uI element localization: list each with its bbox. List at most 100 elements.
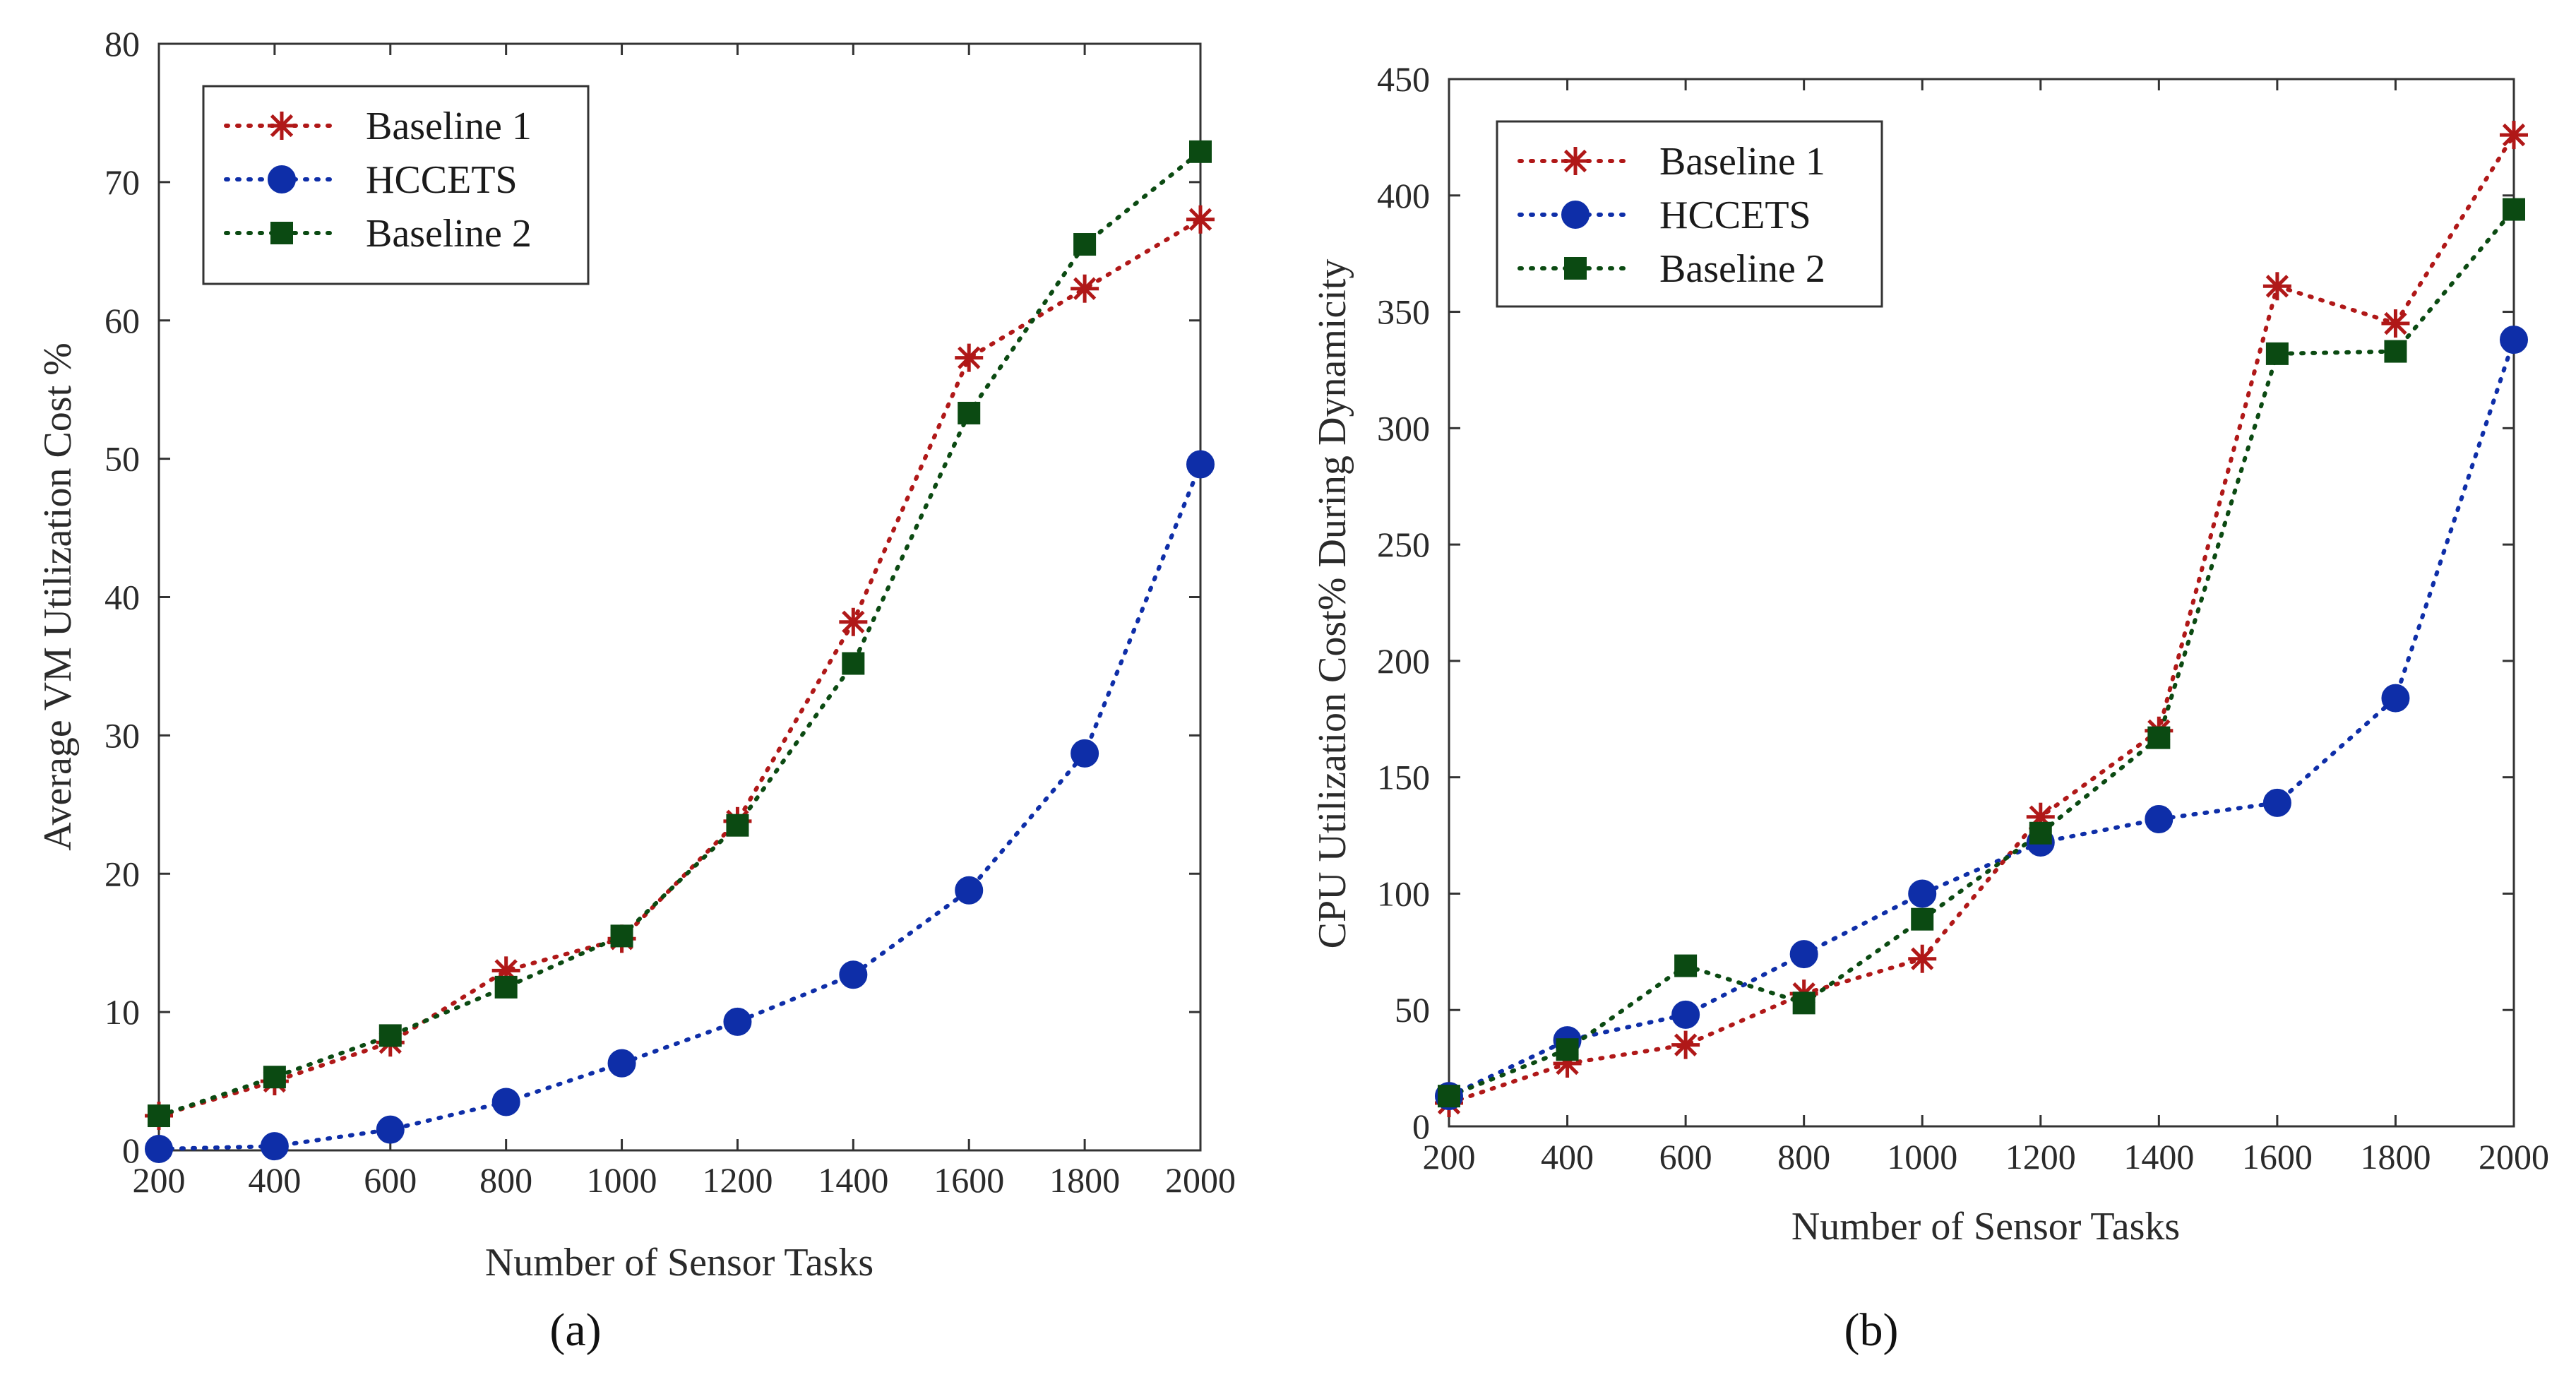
data-point-hccets <box>491 1088 520 1116</box>
data-point-baseline-2 <box>2147 726 2171 749</box>
x-tick-label: 1000 <box>1887 1137 1957 1177</box>
data-point-baseline-2 <box>1438 1085 1460 1108</box>
data-point-baseline-1 <box>1071 274 1099 303</box>
data-point-baseline-2 <box>378 1024 402 1047</box>
x-tick-label: 1800 <box>2360 1137 2431 1177</box>
y-tick-label: 10 <box>105 992 140 1032</box>
legend-marker <box>1561 201 1590 229</box>
panel-label-b: (b) <box>1844 1304 1899 1356</box>
legend-marker <box>270 222 293 244</box>
legend-label: Baseline 2 <box>366 212 532 256</box>
data-point-baseline-2 <box>726 814 749 837</box>
y-tick-label: 80 <box>105 24 140 64</box>
y-tick-label: 50 <box>105 439 140 479</box>
data-point-hccets <box>2262 788 2291 817</box>
x-axis-title: Number of Sensor Tasks <box>485 1241 873 1285</box>
y-tick-label: 0 <box>122 1131 140 1170</box>
plot-area-frame <box>1448 78 2515 1128</box>
data-point-baseline-1 <box>1671 1030 1700 1059</box>
data-point-hccets <box>260 1132 289 1161</box>
series-markers <box>1435 121 2528 1118</box>
tick-marks <box>157 42 1202 1152</box>
y-tick-label: 100 <box>1377 874 1430 913</box>
data-point-baseline-2 <box>842 652 865 675</box>
data-point-hccets <box>2381 684 2410 713</box>
legend: Baseline 1 HCCETS Baseline 2 <box>202 85 590 285</box>
data-point-hccets <box>2500 326 2528 355</box>
data-point-baseline-2 <box>2265 342 2289 365</box>
y-tick-label: 350 <box>1377 292 1430 332</box>
panel-label-a: (a) <box>549 1304 601 1356</box>
x-tick-label: 1200 <box>2005 1137 2076 1177</box>
data-point-hccets <box>145 1135 173 1164</box>
data-point-baseline-1 <box>2262 272 2291 301</box>
y-tick-labels: 0 50 100 150 200 250 300 350 400 450 <box>1377 59 1430 1146</box>
series-lines <box>157 149 1203 1152</box>
data-point-hccets <box>2145 804 2174 833</box>
chart-panel-b: 200 400 600 800 1000 1200 1400 1600 1800 2000 0 50… <box>1311 59 2549 1356</box>
x-tick-label: 1600 <box>934 1160 1004 1200</box>
legend-marker <box>1561 147 1590 175</box>
data-point-baseline-2 <box>1792 991 1815 1015</box>
data-point-hccets <box>607 1049 636 1078</box>
data-point-baseline-2 <box>2503 198 2525 221</box>
data-point-baseline-2 <box>2029 821 2052 845</box>
x-tick-label: 1000 <box>587 1160 657 1200</box>
data-point-baseline-2 <box>610 924 633 948</box>
x-tick-label: 400 <box>1541 1137 1594 1177</box>
x-tick-label: 1400 <box>2123 1137 2194 1177</box>
x-tick-label: 600 <box>364 1160 417 1200</box>
legend-marker <box>268 112 296 140</box>
data-point-baseline-2 <box>958 401 981 424</box>
data-point-baseline-1 <box>1908 944 1937 973</box>
data-point-hccets <box>1186 450 1215 479</box>
data-point-baseline-1 <box>2381 309 2410 338</box>
legend: Baseline 1 HCCETS Baseline 2 <box>1496 120 1883 308</box>
x-tick-label: 1600 <box>2242 1137 2313 1177</box>
data-point-hccets <box>723 1007 752 1036</box>
data-point-baseline-2 <box>2384 340 2407 363</box>
series-line-baseline-2 <box>157 149 1203 1119</box>
data-point-baseline-2 <box>1073 233 1097 256</box>
data-point-baseline-2 <box>494 975 518 999</box>
data-point-baseline-1 <box>839 607 868 636</box>
legend-label: Baseline 2 <box>1659 247 1825 291</box>
data-point-hccets <box>1071 739 1099 768</box>
y-axis-title: CPU Utilization Cost% During Dynamicity <box>1311 259 1354 949</box>
x-tick-label: 200 <box>133 1160 186 1200</box>
y-tick-label: 150 <box>1377 758 1430 797</box>
y-tick-labels: 0 10 20 30 40 50 60 70 80 <box>105 24 140 1170</box>
y-tick-label: 200 <box>1377 641 1430 681</box>
data-point-hccets <box>955 876 984 905</box>
data-point-hccets <box>1789 940 1818 969</box>
series-line-hccets <box>1447 338 2516 1099</box>
data-point-hccets <box>376 1115 405 1144</box>
legend-box <box>1496 120 1883 308</box>
y-axis-title: Average VM Utilization Cost % <box>36 342 80 851</box>
y-tick-label: 250 <box>1377 525 1430 564</box>
x-axis-title: Number of Sensor Tasks <box>1791 1205 2180 1249</box>
series-line-baseline-2 <box>1447 207 2516 1099</box>
data-point-baseline-1 <box>2500 121 2528 150</box>
x-tick-label: 600 <box>1659 1137 1712 1177</box>
x-tick-label: 400 <box>248 1160 301 1200</box>
x-tick-labels: 200 400 600 800 1000 1200 1400 1600 1800 2000 <box>133 1160 1236 1200</box>
y-tick-label: 450 <box>1377 59 1430 99</box>
x-tick-label: 800 <box>1777 1137 1830 1177</box>
legend-marker <box>1564 257 1587 280</box>
legend-label: Baseline 1 <box>366 105 532 148</box>
data-point-baseline-1 <box>1186 205 1215 234</box>
data-point-baseline-2 <box>1674 954 1698 977</box>
data-point-baseline-2 <box>1556 1038 1579 1061</box>
y-tick-label: 50 <box>1395 990 1430 1030</box>
x-tick-label: 1400 <box>818 1160 888 1200</box>
x-tick-labels: 200 400 600 800 1000 1200 1400 1600 1800 2000 <box>1423 1137 2550 1177</box>
series-line-baseline-1 <box>1447 133 2516 1106</box>
y-tick-label: 20 <box>105 854 140 893</box>
x-tick-label: 1200 <box>702 1160 773 1200</box>
data-point-baseline-2 <box>1911 907 1934 931</box>
data-point-hccets <box>1908 879 1937 908</box>
x-tick-label: 2000 <box>2479 1137 2549 1177</box>
series-markers <box>145 140 1215 1164</box>
tick-marks <box>1448 78 2515 1128</box>
